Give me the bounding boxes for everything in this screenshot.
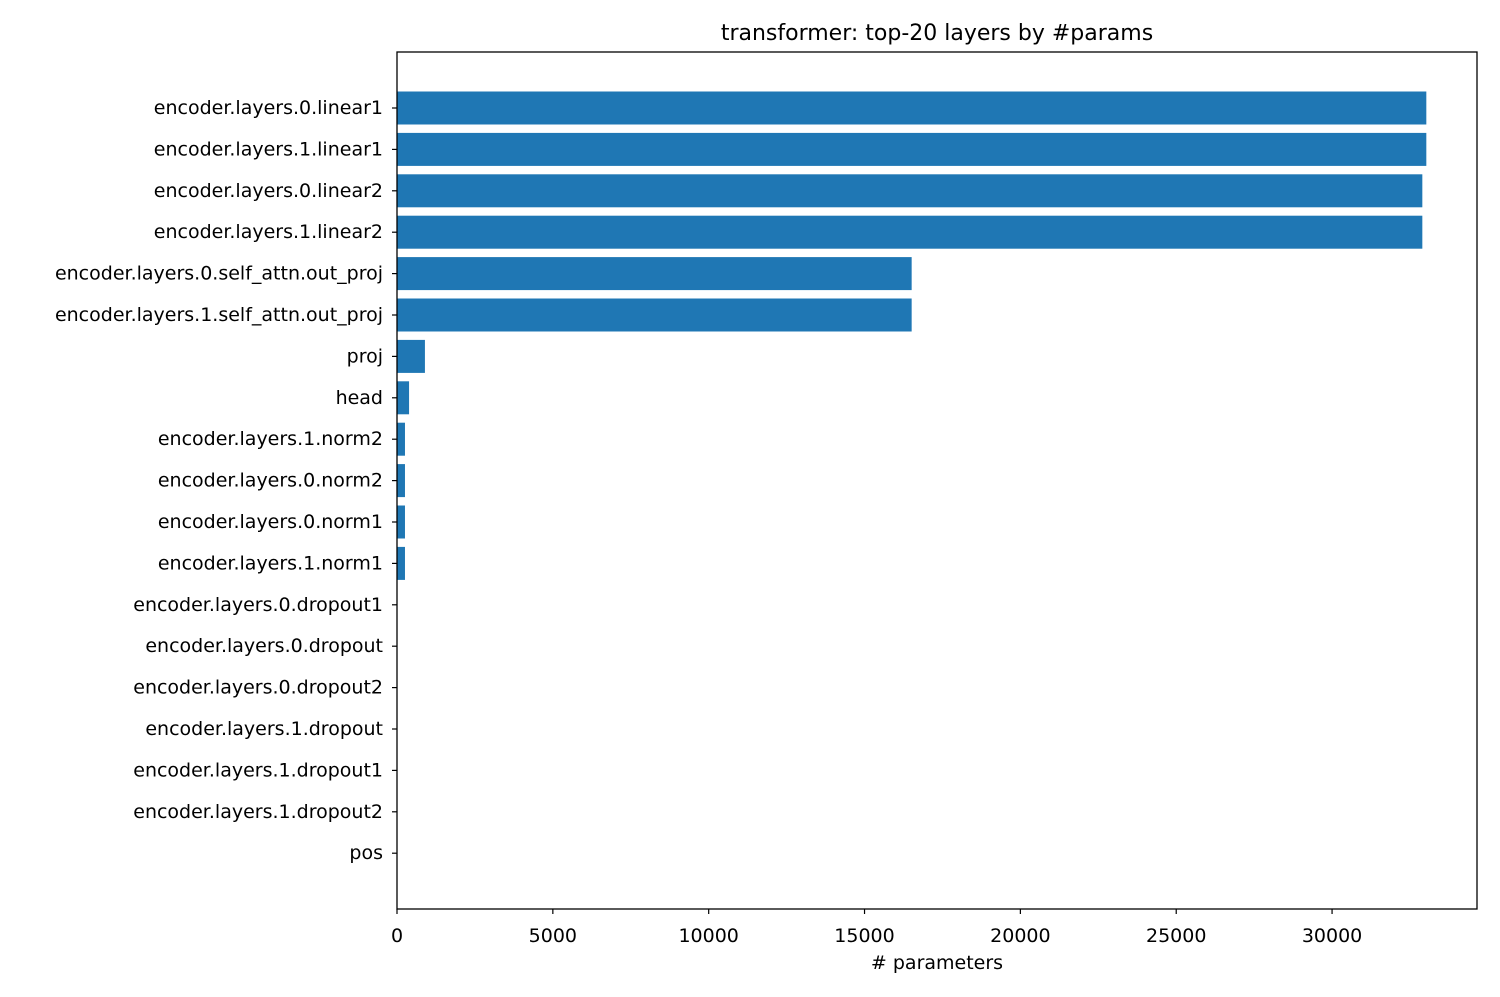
bar	[397, 215, 1423, 249]
category-label: encoder.layers.0.linear1	[154, 97, 383, 119]
x-tick-label: 30000	[1302, 925, 1362, 947]
category-label: encoder.layers.0.self_attn.out_proj	[55, 263, 383, 285]
category-label: pos	[349, 842, 383, 864]
category-label: encoder.layers.1.linear1	[154, 138, 383, 160]
x-axis-label: # parameters	[871, 952, 1003, 974]
plot-frame	[396, 51, 1478, 910]
bar	[397, 546, 405, 580]
category-label: head	[336, 387, 383, 409]
bar	[397, 132, 1427, 166]
x-tick-label: 0	[391, 925, 403, 947]
bar	[397, 91, 1427, 125]
category-label: encoder.layers.1.dropout1	[133, 759, 383, 781]
chart-title: transformer: top-20 layers by #params	[721, 21, 1153, 46]
x-tick-label: 25000	[1146, 925, 1206, 947]
category-label: encoder.layers.0.dropout2	[133, 677, 383, 699]
bar	[397, 422, 405, 456]
category-label: encoder.layers.1.norm2	[158, 428, 383, 450]
category-label: encoder.layers.1.dropout2	[133, 801, 383, 823]
bar	[397, 505, 405, 539]
category-label: encoder.layers.0.norm2	[158, 470, 383, 492]
x-tick-label: 10000	[678, 925, 738, 947]
bar	[397, 339, 425, 373]
x-axis-ticks: 0 5000 10000 15000 20000 25000 30000	[391, 909, 1362, 947]
category-label: encoder.layers.1.norm1	[158, 552, 383, 574]
bar	[397, 174, 1423, 208]
category-label: proj	[347, 345, 383, 367]
x-tick-label: 5000	[529, 925, 577, 947]
bar	[397, 298, 912, 332]
x-tick-label: 20000	[990, 925, 1050, 947]
bars-group	[397, 91, 1427, 580]
bar	[397, 464, 405, 498]
category-label: encoder.layers.0.norm1	[158, 511, 383, 533]
category-label: encoder.layers.1.linear2	[154, 221, 383, 243]
category-label: encoder.layers.1.dropout	[145, 718, 383, 740]
category-label: encoder.layers.0.dropout1	[133, 594, 383, 616]
x-tick-label: 15000	[834, 925, 894, 947]
category-label: encoder.layers.1.self_attn.out_proj	[55, 304, 383, 326]
category-label: encoder.layers.0.linear2	[154, 180, 383, 202]
category-labels: encoder.layers.0.linear1 encoder.layers.1…	[55, 97, 397, 864]
bar	[397, 257, 912, 291]
bar	[397, 381, 410, 415]
category-label: encoder.layers.0.dropout	[145, 635, 383, 657]
